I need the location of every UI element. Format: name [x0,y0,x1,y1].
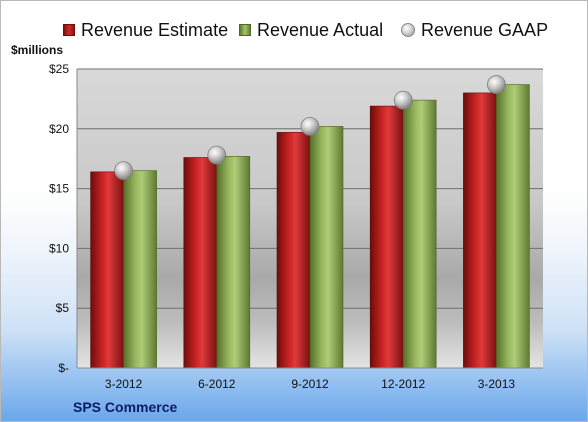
y-tick-label: $10 [49,241,69,255]
marker-revenue-gaap [393,90,413,110]
legend-label-estimate: Revenue Estimate [81,19,229,40]
legend-swatch-estimate [63,24,75,36]
y-tick-label: $15 [49,182,69,196]
legend-label-gaap: Revenue GAAP [421,19,549,40]
marker-revenue-gaap [486,75,506,94]
chart-title: SPS Commerce [73,399,178,415]
y-tick-label: $- [58,361,69,375]
y-tick-label: $20 [49,122,69,136]
marker-revenue-gaap [300,117,320,136]
x-tick-label: 6-2012 [198,377,236,391]
x-tick-label: 12-2012 [381,377,425,391]
legend: Revenue Estimate Revenue Actual Revenue … [1,17,588,43]
legend-item-estimate: Revenue Estimate [63,17,228,43]
x-tick-label: 9-2012 [291,377,329,391]
y-tick-label: $25 [49,62,69,76]
legend-swatch-actual [239,24,251,36]
bar-revenue-actual [123,170,157,369]
bar-revenue-actual [216,156,251,369]
bar-revenue-estimate [183,157,218,369]
marker-revenue-gaap [207,145,227,165]
bar-revenue-estimate [463,92,497,369]
legend-marker-gaap [401,23,415,37]
x-tick-label: 3-2012 [105,377,143,391]
bar-revenue-estimate [369,105,404,369]
y-tick-label: $5 [56,301,70,315]
bar-revenue-actual [496,84,530,369]
legend-label-actual: Revenue Actual [257,19,384,40]
legend-item-actual: Revenue Actual [239,17,383,43]
bar-revenue-estimate [90,171,124,369]
bar-revenue-actual [309,126,344,369]
y-axis-label: $millions [11,43,64,57]
marker-revenue-gaap [114,161,133,181]
bar-revenue-estimate [276,132,311,369]
x-tick-label: 3-2013 [478,377,516,391]
legend-item-gaap: Revenue GAAP [401,17,548,43]
bar-revenue-actual [402,99,437,369]
